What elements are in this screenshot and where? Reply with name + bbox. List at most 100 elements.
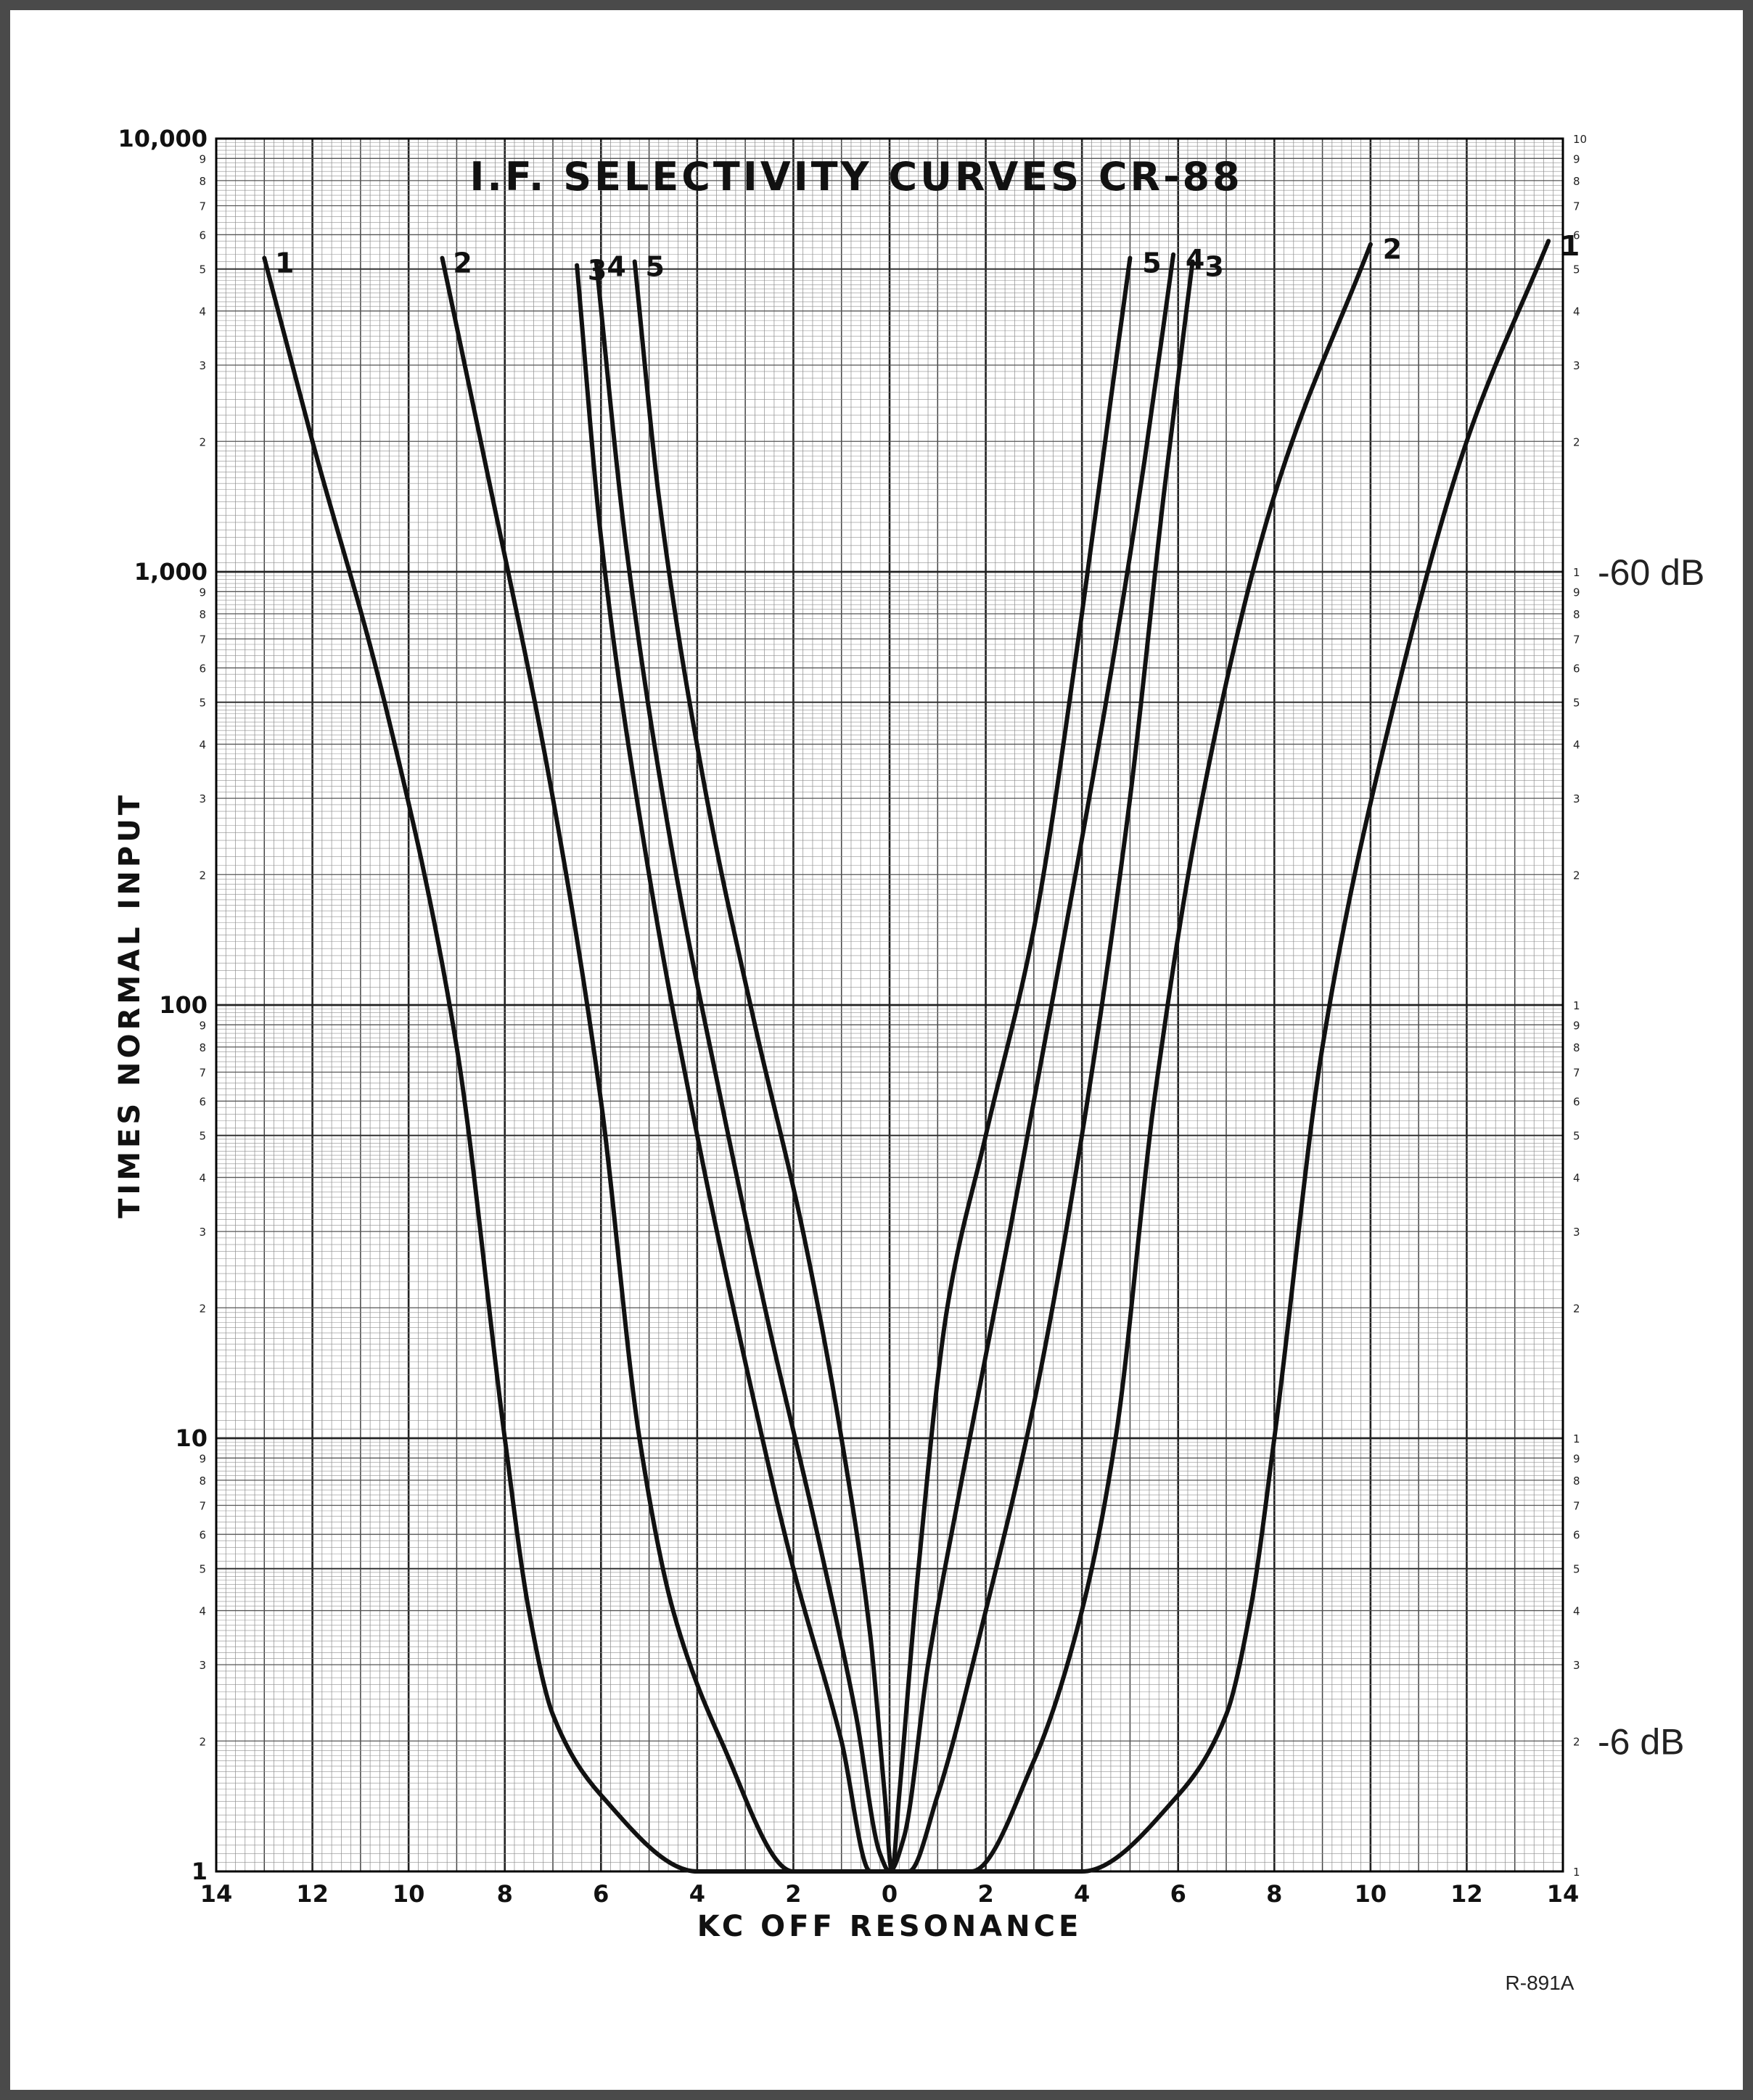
x-axis-label: KC OFF RESONANCE [697, 1910, 1083, 1943]
y-minor-label-right: 2 [1573, 1302, 1580, 1315]
y-tick-label: 1 [192, 1858, 208, 1885]
x-tick-label: 14 [200, 1880, 233, 1908]
y-minor-label-right: 6 [1573, 229, 1580, 242]
y-minor-label-right: 5 [1573, 697, 1580, 710]
y-minor-label-right: 4 [1573, 1172, 1580, 1185]
x-tick-label: 0 [882, 1880, 898, 1908]
y-minor-label: 3 [199, 1226, 206, 1239]
y-decade-label-right: 1 [1573, 566, 1580, 579]
y-minor-label: 3 [199, 1659, 206, 1672]
db-annotation: -60 dB [1598, 552, 1704, 593]
y-minor-label-right: 9 [1573, 586, 1580, 599]
y-minor-label: 2 [199, 435, 206, 448]
y-minor-label: 6 [199, 229, 206, 242]
x-tick-label: 12 [296, 1880, 329, 1908]
curve-2 [440, 242, 1373, 1874]
y-minor-label: 2 [199, 869, 206, 882]
x-tick-label: 12 [1450, 1880, 1483, 1908]
y-decade-label-right: 1 [1573, 999, 1580, 1012]
curve-3 [575, 259, 1195, 1874]
x-tick-label: 8 [1266, 1880, 1282, 1908]
y-tick-label: 1,000 [134, 558, 208, 586]
curve-label-right: 3 [1204, 251, 1223, 283]
y-minor-label-right: 5 [1573, 1130, 1580, 1143]
y-tick-label: 100 [159, 991, 208, 1019]
y-minor-label: 4 [199, 1172, 206, 1185]
y-minor-label-right: 5 [1573, 263, 1580, 276]
y-minor-label-right: 4 [1573, 739, 1580, 752]
y-minor-label: 7 [199, 1066, 206, 1079]
y-minor-label-right: 2 [1573, 1735, 1580, 1748]
y-decade-label-right: 1 [1573, 1432, 1580, 1445]
y-minor-label: 8 [199, 175, 206, 188]
y-minor-label: 7 [199, 633, 206, 646]
y-minor-label: 3 [199, 792, 206, 805]
y-minor-label-right: 5 [1573, 1563, 1580, 1576]
y-axis-label: TIMES NORMAL INPUT [113, 792, 147, 1218]
y-minor-label: 6 [199, 1528, 206, 1541]
y-minor-label-right: 8 [1573, 1041, 1580, 1054]
curve-label-left: 3 [588, 255, 607, 287]
y-minor-label: 5 [199, 697, 206, 710]
x-tick-label: 10 [1355, 1880, 1387, 1908]
curve-label-left: 5 [645, 251, 664, 283]
y-minor-label: 5 [199, 1130, 206, 1143]
y-tick-label: 10 [175, 1424, 208, 1452]
y-minor-label: 3 [199, 359, 206, 372]
y-minor-label: 7 [199, 1499, 206, 1512]
y-minor-label: 7 [199, 200, 206, 213]
y-minor-label-right: 8 [1573, 608, 1580, 621]
y-minor-label-right: 3 [1573, 792, 1580, 805]
y-minor-label-right: 9 [1573, 1452, 1580, 1465]
y-minor-label: 8 [199, 1474, 206, 1488]
x-tick-label: 4 [1074, 1880, 1090, 1908]
x-tick-label: 8 [497, 1880, 513, 1908]
x-tick-label: 2 [977, 1880, 993, 1908]
labels: I.F. SELECTIVITY CURVES CR-88 KC OFF RES… [113, 125, 1704, 1994]
y-minor-label: 4 [199, 739, 206, 752]
y-minor-label: 5 [199, 1563, 206, 1576]
grid [215, 137, 1564, 1873]
y-minor-label-right: 2 [1573, 869, 1580, 882]
y-minor-label-right: 2 [1573, 435, 1580, 448]
y-minor-label-right: 6 [1573, 1528, 1580, 1541]
x-tick-label: 2 [785, 1880, 801, 1908]
y-minor-label-right: 4 [1573, 305, 1580, 319]
y-minor-label: 9 [199, 152, 206, 165]
x-tick-label: 4 [689, 1880, 705, 1908]
y-minor-label: 2 [199, 1735, 206, 1748]
y-minor-label-right: 7 [1573, 633, 1580, 646]
y-minor-label-right: 4 [1573, 1605, 1580, 1618]
y-minor-label-right: 7 [1573, 1499, 1580, 1512]
y-minor-label: 6 [199, 662, 206, 675]
curve-label-right: 5 [1142, 247, 1161, 279]
curves [262, 239, 1551, 1874]
y-minor-label-right: 7 [1573, 1066, 1580, 1079]
y-decade-label-right: 1 [1573, 1866, 1580, 1879]
db-annotation: -6 dB [1598, 1721, 1685, 1762]
y-minor-label: 2 [199, 1302, 206, 1315]
y-minor-label-right: 8 [1573, 175, 1580, 188]
y-minor-label-right: 8 [1573, 1474, 1580, 1488]
y-minor-label: 4 [199, 305, 206, 319]
y-minor-label: 9 [199, 1019, 206, 1032]
x-tick-label: 10 [393, 1880, 425, 1908]
y-minor-label-right: 3 [1573, 1226, 1580, 1239]
y-minor-label-right: 9 [1573, 1019, 1580, 1032]
y-minor-label: 6 [199, 1095, 206, 1108]
curve-label-left: 4 [607, 251, 625, 283]
curve-label-right: 1 [1561, 230, 1580, 262]
curve-label-left: 1 [275, 247, 294, 279]
x-tick-label: 14 [1547, 1880, 1580, 1908]
y-minor-label: 4 [199, 1605, 206, 1618]
y-minor-label: 5 [199, 263, 206, 276]
x-tick-label: 6 [593, 1880, 609, 1908]
y-minor-label-right: 3 [1573, 1659, 1580, 1672]
y-tick-label: 10,000 [118, 125, 208, 152]
y-minor-label: 8 [199, 608, 206, 621]
curve-label-right: 2 [1383, 234, 1402, 266]
chart-title: I.F. SELECTIVITY CURVES CR-88 [469, 154, 1242, 200]
curve-5 [632, 255, 1133, 1874]
